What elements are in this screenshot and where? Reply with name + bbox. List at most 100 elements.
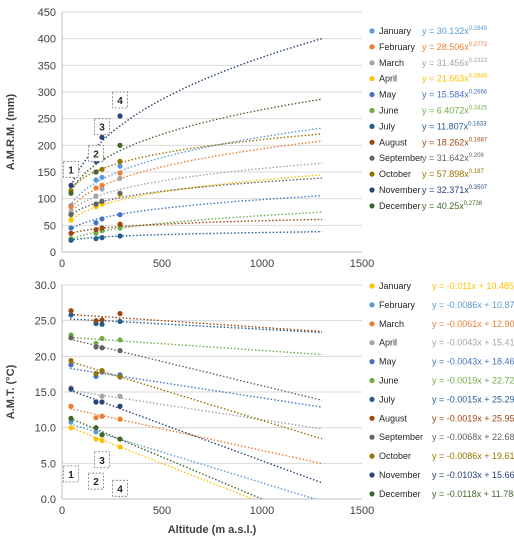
- x-tick-label: 0: [59, 505, 65, 517]
- trendline-equation: y = 57.898x0.187: [422, 169, 484, 179]
- legend-label: July: [379, 121, 396, 131]
- data-point: [117, 221, 123, 227]
- trendline: [69, 177, 323, 217]
- trendline: [69, 98, 323, 194]
- equation-base: y = 31.456x: [422, 58, 469, 68]
- legend-entry: July y = 11.807x0.1633: [369, 121, 487, 131]
- y-tick-label: 30.0: [35, 280, 56, 292]
- y-tick-label: 450: [38, 7, 56, 19]
- equation-exponent: 0.2323: [469, 58, 488, 64]
- station-callout: 4: [112, 91, 128, 109]
- legend-marker: [369, 155, 375, 161]
- data-point: [117, 337, 123, 343]
- trendline: [69, 211, 323, 241]
- legend-entry: January y = -0.011x + 10.485: [369, 281, 514, 291]
- legend-marker: [369, 107, 375, 114]
- data-point: [117, 142, 123, 148]
- legend-marker: [369, 340, 375, 346]
- data-point: [93, 227, 99, 233]
- trendline-equation: y = 31.642x0.206: [422, 153, 484, 163]
- y-tick-label: 15.0: [35, 387, 56, 399]
- trendline: [69, 127, 323, 207]
- data-point: [117, 233, 123, 239]
- legend-label: October: [379, 169, 411, 179]
- data-point: [93, 185, 99, 191]
- legend-entry: October y = -0.0086x + 19.616: [369, 451, 514, 461]
- station-callout: 1: [63, 160, 79, 178]
- y-tick-label: 400: [38, 34, 56, 46]
- legend-marker: [369, 472, 375, 478]
- data-point: [99, 432, 105, 438]
- data-point: [93, 425, 99, 431]
- data-point: [68, 204, 74, 210]
- data-point: [99, 174, 105, 180]
- equation-exponent: 0.1687: [469, 137, 488, 143]
- legend-entry: March y = -0.0061x + 12.906: [369, 319, 514, 329]
- trendline-equation: y = -0.0086x + 19.616: [432, 451, 514, 461]
- trendline-equation: y = -0.0043x + 18.467: [432, 357, 514, 367]
- data-point: [99, 198, 105, 204]
- legend-label: September: [379, 432, 423, 442]
- legend-label: September: [379, 153, 423, 163]
- trendline: [69, 389, 323, 430]
- callout-label: 4: [117, 96, 123, 107]
- y-tick-label: 50: [44, 220, 56, 232]
- legend-label: November: [379, 470, 421, 480]
- legend-entry: January y = 30.132x0.2849: [369, 26, 488, 36]
- equation-exponent: 0.187: [469, 169, 485, 175]
- legend-marker: [369, 453, 375, 459]
- data-point: [117, 436, 123, 442]
- trendline-equation: y = -0.0086x + 10.876: [432, 300, 514, 310]
- legend-entry: August y = -0.0019x + 25.955: [369, 413, 514, 423]
- data-point: [117, 403, 123, 409]
- trendline: [69, 408, 323, 465]
- trendline: [69, 389, 323, 484]
- trendline-equation: y = 40.25x0.2738: [422, 201, 483, 211]
- trendline-equation: y = 28.506x0.2772: [422, 42, 488, 52]
- callout-label: 1: [68, 165, 74, 176]
- y-tick-label: 200: [38, 140, 56, 152]
- trendline: [69, 162, 323, 213]
- y-tick-label: 10.0: [35, 423, 56, 435]
- legend-entry: December y = -0.0118x + 11.788: [369, 489, 514, 499]
- data-point: [117, 393, 123, 399]
- data-point: [93, 236, 99, 242]
- trendline: [69, 133, 323, 191]
- data-point: [117, 348, 123, 354]
- data-point: [68, 419, 74, 425]
- equation-base: y = -0.0015x + 25.295: [432, 394, 514, 404]
- data-point: [93, 230, 99, 236]
- data-point: [93, 169, 99, 175]
- legend-entry: March y = 31.456x0.2323: [369, 58, 488, 68]
- data-point: [68, 225, 74, 231]
- data-point: [93, 436, 99, 442]
- equation-exponent: 0.2772: [469, 42, 488, 48]
- legend-entry: April y = -0.0043x + 15.415: [369, 338, 514, 348]
- callout-box: [88, 472, 104, 490]
- legend-label: December: [379, 489, 421, 499]
- station-callout: 2: [88, 472, 104, 490]
- trendline-equation: y = 31.456x0.2323: [422, 58, 488, 68]
- y-tick-label: 5.0: [41, 458, 56, 470]
- equation-base: y = -0.0019x + 25.955: [432, 413, 514, 423]
- equation-base: y = -0.0019x + 22.721: [432, 376, 514, 386]
- y-tick-label: 0.0: [41, 494, 56, 506]
- data-point: [68, 425, 74, 431]
- data-point: [93, 415, 99, 421]
- equation-base: y = 18.262x: [422, 137, 469, 147]
- data-point: [117, 170, 123, 176]
- equation-base: y = -0.0086x + 19.616: [432, 451, 514, 461]
- y-tick-label: 25.0: [35, 316, 56, 328]
- trendline: [69, 417, 264, 499]
- data-point: [117, 310, 123, 317]
- data-point: [68, 335, 74, 341]
- trendline-equation: y = -0.0043x + 15.415: [432, 338, 514, 348]
- equation-exponent: 0.2849: [469, 26, 488, 32]
- y-axis-title: A.M.T. (°C): [5, 364, 17, 419]
- y-tick-label: 350: [38, 60, 56, 72]
- equation-exponent: 0.3507: [469, 185, 488, 191]
- equation-base: y = 15.584x: [422, 90, 469, 100]
- trendline-equation: y = -0.011x + 10.485: [432, 281, 514, 291]
- x-tick-label: 1500: [350, 505, 374, 517]
